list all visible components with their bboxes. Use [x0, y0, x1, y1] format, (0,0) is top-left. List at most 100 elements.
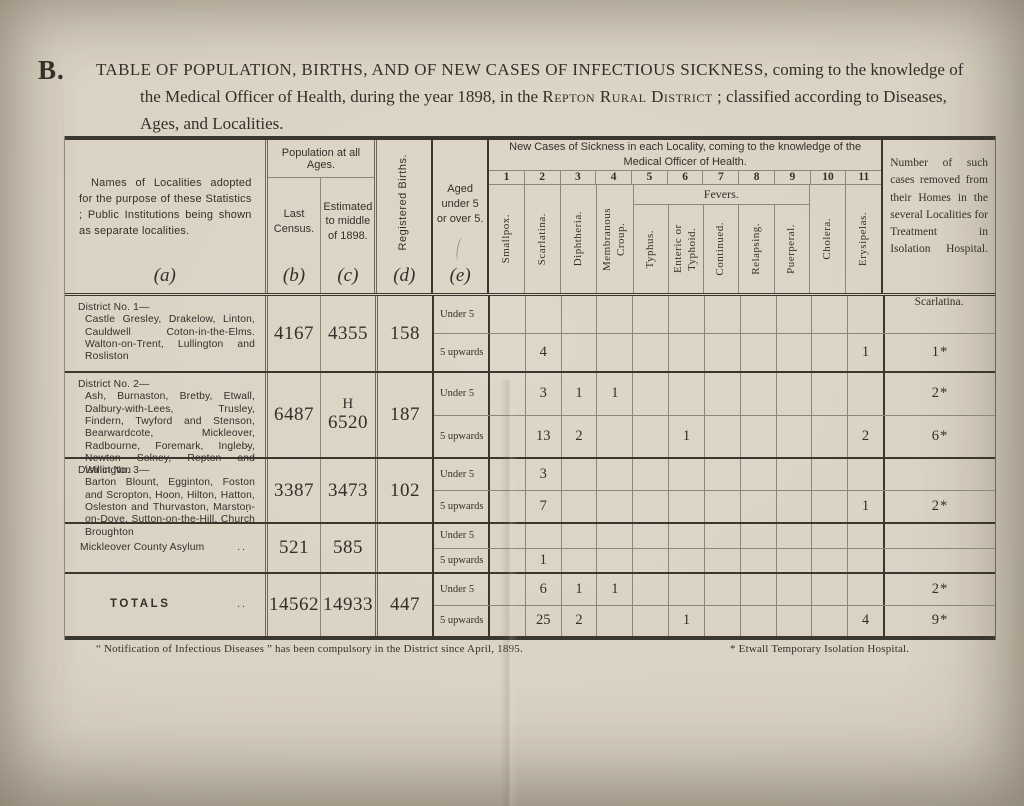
column-number: 6 [667, 170, 704, 185]
case-count-cell [633, 574, 670, 605]
case-count-cell [597, 296, 634, 333]
births-value: 187 [390, 404, 420, 425]
births-value: 158 [390, 322, 420, 344]
case-count-cell [633, 491, 670, 522]
locality-cell: District No. 3— Barton Blount, Egginton,… [65, 459, 265, 538]
disease-column-membranous-croup: Membranous Croup. [597, 185, 634, 293]
estimated-value: 4355 [328, 322, 368, 344]
case-count-cell [848, 296, 883, 333]
case-counts-over5: 13 2 1 2 [488, 415, 883, 457]
case-count-cell [705, 548, 741, 572]
title-end-segment: ; classified according to Diseases, Ages… [140, 86, 947, 133]
case-count-cell: 7 [526, 491, 562, 522]
age-label-over5: 5 upwards [440, 430, 484, 442]
column-number: 11 [846, 171, 882, 185]
case-count-cell [812, 296, 849, 333]
disease-label: Relapsing. [749, 223, 762, 275]
case-count-cell [490, 605, 526, 636]
disease-label: Membranous Croup. [601, 207, 627, 271]
case-count-cell [777, 491, 813, 522]
handwritten-note: H [342, 395, 354, 412]
title-district-name: Repton Rural District [542, 86, 713, 106]
case-count-cell [777, 605, 813, 636]
locality-details: Barton Blount, Egginton, Foston and Scro… [85, 477, 255, 538]
case-count-cell [669, 459, 705, 490]
last-census-cell: 6487 [265, 373, 320, 457]
registered-births-cell [375, 524, 432, 572]
case-counts-under5 [488, 524, 883, 548]
case-count-cell [633, 605, 670, 636]
case-count-cell: 1 [669, 415, 705, 457]
table-body: District No. 1— Castle Gresley, Drakelow… [65, 296, 995, 636]
estimated-value: 6520 [328, 411, 368, 433]
locality-name: TOTALS [110, 598, 171, 611]
estimated-population-cell: 14933 [320, 574, 375, 636]
case-count-cell [490, 373, 526, 415]
case-count-cell: 25 [526, 605, 562, 636]
case-count-cell [633, 373, 670, 415]
case-count-cell: 6 [526, 574, 562, 605]
column-number: 10 [810, 170, 847, 185]
case-count-cell [705, 373, 741, 415]
column-number: 2 [524, 170, 561, 185]
case-count-cell [562, 334, 598, 371]
case-count-cell [741, 296, 777, 333]
case-count-cell [526, 524, 562, 548]
disease-column-erysipelas: Erysipelas. [846, 185, 881, 293]
case-count-cell [705, 574, 741, 605]
case-count-cell [669, 334, 705, 371]
case-count-cell: 2 [562, 605, 598, 636]
over5-subrow: 5 upwards 25 2 1 4 9* [434, 605, 995, 636]
case-count-cell [848, 574, 883, 605]
plate-letter: B. [38, 55, 65, 85]
last-census-value: 3387 [274, 479, 314, 501]
case-count-cell [490, 524, 526, 548]
case-count-cell [490, 574, 526, 605]
case-count-cell: 1 [861, 344, 870, 360]
case-count-cell: 1 [669, 605, 705, 636]
case-count-cell [705, 459, 741, 490]
case-count-cell: 2 [562, 415, 598, 457]
case-count-cell [848, 373, 883, 415]
estimated-value: 14933 [323, 594, 373, 615]
case-count-cell: 4 [526, 334, 562, 371]
header-registered-births: Registered Births. (d) [374, 140, 431, 293]
case-count-cell: 2 [861, 427, 870, 444]
over5-subrow: 5 upwards 13 2 1 2 6* [434, 415, 995, 457]
estimated-value: 585 [333, 537, 363, 558]
case-count-cell: 1 [597, 574, 634, 605]
age-label-under5: Under 5 [440, 309, 475, 320]
age-column-caption: Aged under 5 or over 5. [436, 183, 484, 225]
header-diseases-group: New Cases of Sickness in each Locality, … [487, 140, 882, 293]
case-count-cell [777, 373, 813, 415]
case-count-cell [705, 334, 741, 371]
fevers-columns: Typhus. Enteric or Typhoid. Continued. R… [634, 205, 810, 293]
removed-over5-cell [883, 548, 995, 572]
case-count-cell [490, 296, 526, 333]
header-locality-column: Names of Localities adopted for the purp… [65, 140, 265, 293]
removed-over5-cell: 6* [883, 415, 995, 457]
locality-details: Ash, Burnaston, Bretby, Etwall, Dalbury-… [85, 391, 255, 477]
case-count-cell [705, 296, 741, 333]
leader-dots: .. [237, 598, 247, 610]
case-count-cell [812, 415, 849, 457]
age-label-over5: 5 upwards [440, 347, 484, 358]
disease-column-diphtheria: Diphtheria. [561, 185, 598, 293]
fevers-caption: Fevers. [633, 185, 810, 205]
case-count-cell: 1 [861, 498, 870, 514]
handwritten-squiggle [454, 236, 466, 261]
leader-dots: .. [241, 438, 251, 450]
locality-name: District No. 2— [78, 379, 150, 390]
column-letter-c: (c) [337, 264, 359, 286]
header-removed-column: Number of such cases removed from their … [881, 140, 995, 308]
case-count-cell [741, 415, 777, 457]
header-age-column: Aged under 5 or over 5. (e) [431, 140, 487, 293]
disease-label: Continued. [714, 222, 727, 276]
case-count-cell [526, 296, 562, 333]
disease-column-continued: Continued. [704, 205, 740, 293]
column-letter-a: (a) [153, 265, 176, 286]
